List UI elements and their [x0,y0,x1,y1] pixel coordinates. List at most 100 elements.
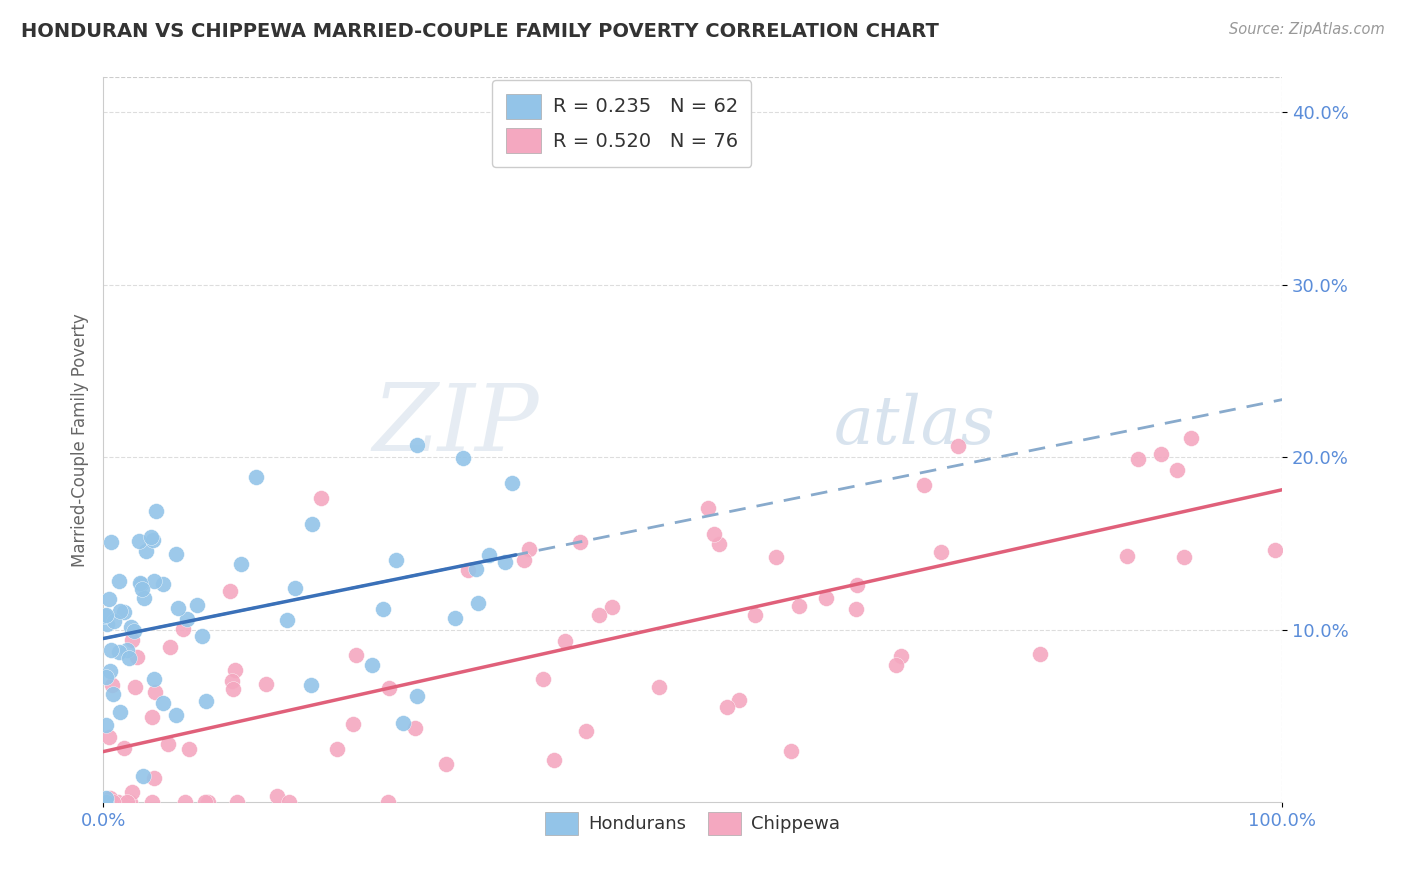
Point [103,614,125,628]
Point [139,531,162,545]
Text: HONDURAN VS CHIPPEWA MARRIED-COUPLE FAMILY POVERTY CORRELATION CHART: HONDURAN VS CHIPPEWA MARRIED-COUPLE FAMI… [21,22,939,41]
Point [118,651,141,665]
Point [404,721,426,735]
Point [301,517,323,532]
Point [143,685,166,699]
Point [165,547,187,561]
Point [554,634,576,648]
Point [98,730,121,744]
Point [174,795,197,809]
Point [115,642,138,657]
Point [478,548,501,562]
Point [434,756,457,771]
Point [100,678,122,692]
Point [98,591,121,606]
Point [765,549,787,564]
Point [929,545,952,559]
Point [108,705,131,719]
Point [118,795,141,809]
Point [96,791,118,805]
Point [1166,463,1188,477]
Point [284,581,307,595]
Point [226,795,249,809]
Point [135,544,157,558]
Point [575,723,598,738]
Point [167,600,190,615]
Point [602,600,624,615]
Point [165,708,187,723]
Point [391,716,413,731]
Point [107,795,129,809]
Point [94,795,117,809]
Point [186,598,208,612]
Point [142,574,165,588]
Point [569,534,592,549]
Point [457,563,479,577]
Point [744,607,766,622]
Point [100,534,122,549]
Point [132,769,155,783]
Point [1180,431,1202,445]
Point [517,541,540,556]
Point [344,648,367,662]
Point [229,557,252,571]
Point [121,785,143,799]
Point [101,687,124,701]
Point [101,795,124,809]
Point [219,583,242,598]
Point [946,439,969,453]
Point [342,716,364,731]
Point [1128,451,1150,466]
Point [406,437,429,451]
Point [197,795,219,809]
Point [96,607,118,622]
Point [385,553,408,567]
Point [543,753,565,767]
Point [129,575,152,590]
Text: Source: ZipAtlas.com: Source: ZipAtlas.com [1229,22,1385,37]
Point [266,789,288,804]
Text: ZIP: ZIP [373,380,540,470]
Point [120,620,142,634]
Point [444,611,467,625]
Point [141,710,163,724]
Point [276,614,298,628]
Point [1173,550,1195,565]
Point [648,680,671,694]
Point [513,553,536,567]
Point [221,674,243,689]
Legend: Hondurans, Chippewa: Hondurans, Chippewa [536,803,849,844]
Point [1028,647,1050,661]
Point [787,599,810,613]
Point [94,608,117,623]
Point [451,451,474,466]
Point [278,795,301,809]
Point [1115,549,1137,563]
Point [115,795,138,809]
Point [222,682,245,697]
Point [108,604,131,618]
Point [224,663,246,677]
Point [100,665,122,679]
Point [131,582,153,596]
Point [152,576,174,591]
Point [159,640,181,655]
Point [588,608,610,623]
Point [728,693,751,707]
Point [254,677,277,691]
Point [890,648,912,663]
Point [152,696,174,710]
Point [132,591,155,605]
Point [531,672,554,686]
Point [194,795,217,809]
Point [124,624,146,638]
Point [1150,447,1173,461]
Point [94,718,117,732]
Point [191,629,214,643]
Point [176,612,198,626]
Point [142,672,165,686]
Point [100,642,122,657]
Point [378,681,401,695]
Point [143,771,166,785]
Point [467,596,489,610]
